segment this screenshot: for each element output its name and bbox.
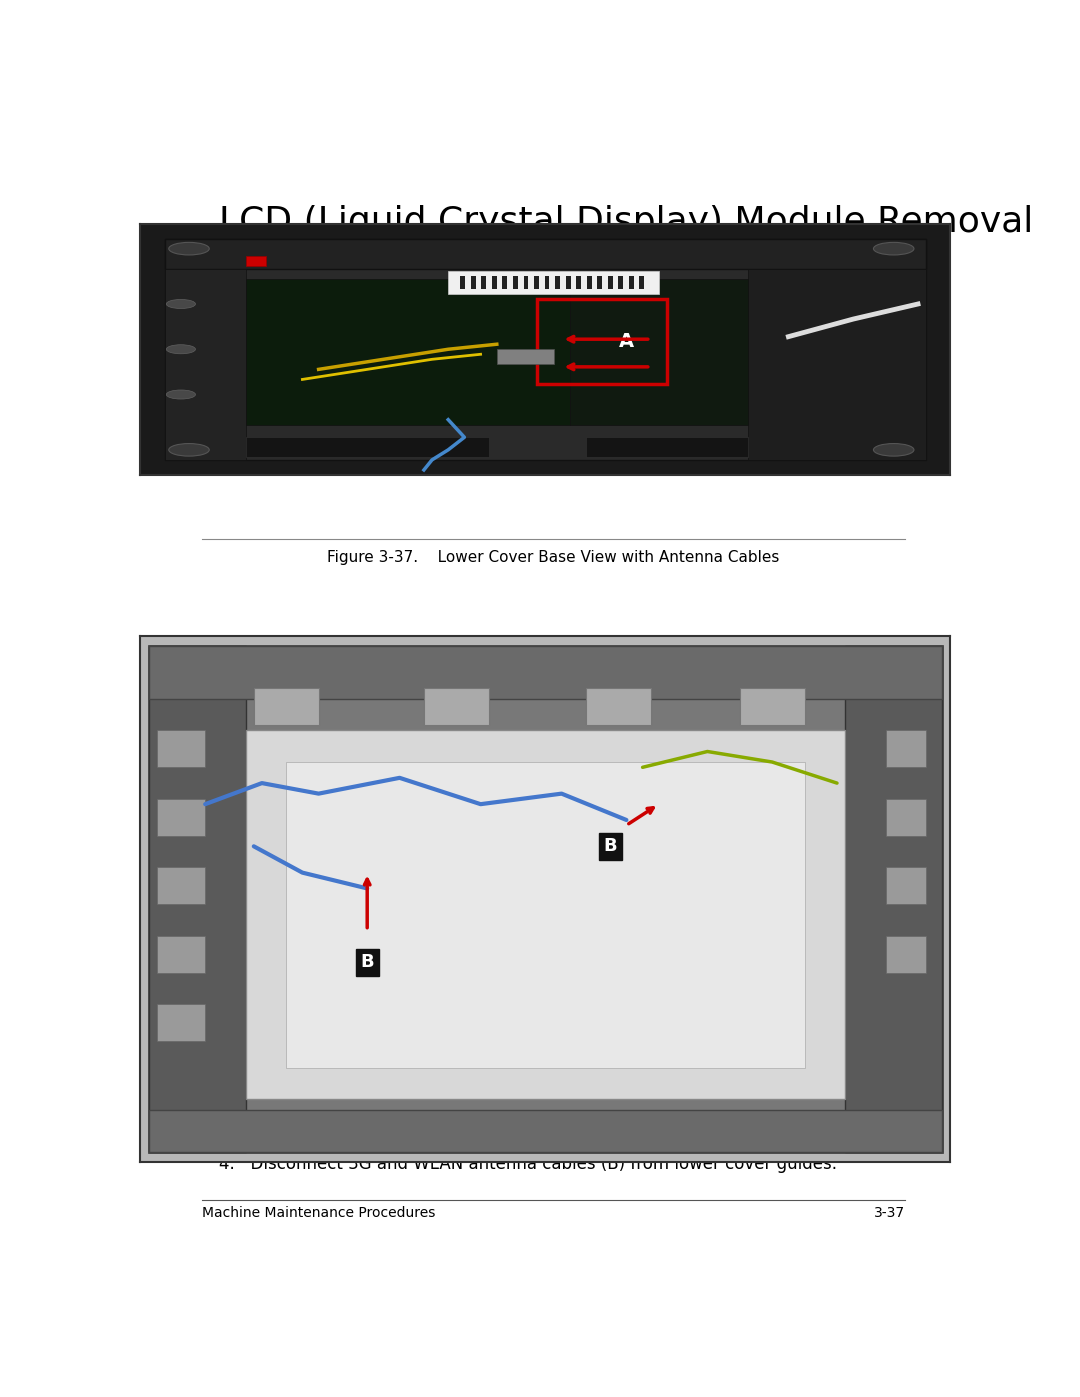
Circle shape bbox=[874, 243, 914, 254]
Text: 1.   Locate 3G and WLAN cables on lower cover. (Figure 3-37): 1. Locate 3G and WLAN cables on lower co… bbox=[218, 307, 728, 326]
Bar bbox=[740, 689, 805, 725]
Text: B: B bbox=[604, 837, 617, 855]
Bar bbox=[157, 1004, 205, 1041]
Bar bbox=[246, 256, 266, 267]
Text: Machine Maintenance Procedures: Machine Maintenance Procedures bbox=[202, 1206, 435, 1220]
Text: LCD (Liquid Crystal Display) Module Removal: LCD (Liquid Crystal Display) Module Remo… bbox=[218, 205, 1032, 239]
Bar bbox=[246, 731, 845, 1099]
Bar bbox=[157, 868, 205, 904]
Bar bbox=[566, 277, 570, 289]
Bar bbox=[618, 277, 623, 289]
Bar bbox=[544, 277, 550, 289]
Bar bbox=[886, 868, 927, 904]
Bar bbox=[448, 271, 659, 293]
Bar bbox=[149, 1109, 942, 1151]
Bar bbox=[149, 647, 942, 698]
Circle shape bbox=[166, 299, 195, 309]
Bar bbox=[286, 761, 805, 1067]
Bar bbox=[492, 277, 497, 289]
Bar bbox=[586, 277, 592, 289]
Circle shape bbox=[166, 390, 195, 400]
Bar bbox=[157, 799, 205, 835]
Bar bbox=[149, 647, 246, 1151]
Text: Mainboard Removal: Mainboard Removal bbox=[369, 275, 535, 293]
Bar bbox=[157, 731, 205, 767]
Bar bbox=[157, 936, 205, 972]
Text: Figure 3-37.    Lower Cover Base View with Antenna Cables: Figure 3-37. Lower Cover Base View with … bbox=[327, 549, 780, 564]
Bar bbox=[886, 799, 927, 835]
Text: 2.   Remove 3G and WLAN antenna cables from lower cover guides (A).: 2. Remove 3G and WLAN antenna cables fro… bbox=[218, 331, 812, 349]
Circle shape bbox=[166, 345, 195, 353]
Text: B: B bbox=[361, 953, 374, 971]
Text: 3-37: 3-37 bbox=[874, 1206, 905, 1220]
Bar bbox=[254, 689, 319, 725]
Bar bbox=[555, 277, 561, 289]
Bar bbox=[460, 277, 465, 289]
Bar bbox=[886, 936, 927, 972]
Bar bbox=[586, 689, 650, 725]
Bar bbox=[423, 689, 488, 725]
Bar bbox=[747, 268, 926, 460]
Bar bbox=[482, 277, 486, 289]
Text: 3.   Flip computer over onto lower cover base. (Figure 3-38): 3. Flip computer over onto lower cover b… bbox=[218, 641, 714, 659]
Bar bbox=[246, 437, 488, 457]
Bar bbox=[570, 279, 748, 425]
Text: Prerequisite:: Prerequisite: bbox=[218, 249, 362, 267]
Bar bbox=[497, 349, 554, 365]
Bar bbox=[577, 277, 581, 289]
Bar bbox=[886, 731, 927, 767]
Bar bbox=[597, 277, 603, 289]
Circle shape bbox=[168, 444, 210, 455]
Bar bbox=[524, 277, 528, 289]
Bar bbox=[608, 277, 612, 289]
Circle shape bbox=[874, 444, 914, 455]
Bar bbox=[513, 277, 518, 289]
Bar bbox=[639, 277, 644, 289]
Bar bbox=[586, 437, 748, 457]
Text: 4.   Disconnect 3G and WLAN antenna cables (B) from lower cover guides.: 4. Disconnect 3G and WLAN antenna cables… bbox=[218, 1155, 837, 1173]
Bar bbox=[538, 299, 667, 384]
Bar bbox=[165, 268, 246, 460]
Bar bbox=[502, 277, 508, 289]
Bar bbox=[471, 277, 475, 289]
Bar bbox=[246, 279, 570, 425]
Bar bbox=[846, 647, 942, 1151]
Bar bbox=[165, 239, 927, 460]
Bar bbox=[629, 277, 634, 289]
Text: A: A bbox=[619, 332, 634, 351]
Circle shape bbox=[168, 243, 210, 254]
Bar bbox=[534, 277, 539, 289]
Bar bbox=[165, 239, 927, 268]
Text: Figure 3-38.    Lower Cover with 3G and WLAN Antennas Cables: Figure 3-38. Lower Cover with 3G and WLA… bbox=[310, 1084, 797, 1099]
